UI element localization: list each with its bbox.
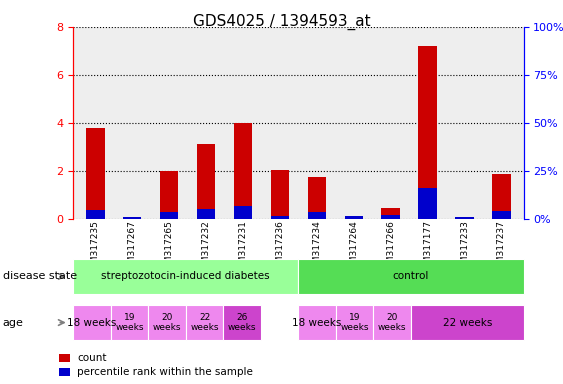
Bar (271, 170, 289, 219)
Bar (307, 212, 326, 219)
Bar (418, 46, 437, 219)
Bar (382, 215, 400, 219)
Text: disease state: disease state (3, 271, 77, 281)
Text: control: control (393, 271, 429, 281)
Text: 19
weeks: 19 weeks (115, 313, 144, 332)
Bar (86, 210, 105, 219)
Text: streptozotocin-induced diabetes: streptozotocin-induced diabetes (101, 271, 270, 281)
Text: 18 weeks: 18 weeks (292, 318, 342, 328)
Bar (345, 216, 363, 219)
Bar (160, 212, 178, 219)
Bar (123, 217, 141, 219)
Text: 26
weeks: 26 weeks (228, 313, 256, 332)
Text: 18 weeks: 18 weeks (67, 318, 117, 328)
Text: age: age (3, 318, 24, 328)
Bar (307, 177, 326, 219)
Text: 22 weeks: 22 weeks (443, 318, 492, 328)
Bar (418, 188, 437, 219)
Bar (455, 217, 473, 219)
Bar (197, 144, 215, 219)
Text: GDS4025 / 1394593_at: GDS4025 / 1394593_at (193, 13, 370, 30)
Bar (271, 216, 289, 219)
Bar (492, 211, 511, 219)
Bar (234, 123, 252, 219)
Text: 19
weeks: 19 weeks (341, 313, 369, 332)
Text: 22
weeks: 22 weeks (190, 313, 219, 332)
Bar (382, 208, 400, 219)
Text: 20
weeks: 20 weeks (153, 313, 181, 332)
Bar (234, 207, 252, 219)
Text: count: count (77, 353, 106, 363)
Bar (197, 209, 215, 219)
Text: percentile rank within the sample: percentile rank within the sample (77, 367, 253, 377)
Bar (86, 127, 105, 219)
Bar (492, 174, 511, 219)
Text: 20
weeks: 20 weeks (378, 313, 406, 332)
Bar (160, 171, 178, 219)
